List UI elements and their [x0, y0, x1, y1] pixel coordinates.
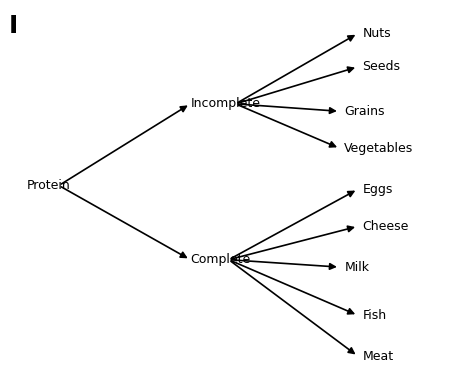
Text: Fish: Fish: [362, 309, 386, 322]
Text: Meat: Meat: [362, 349, 394, 363]
Text: Cheese: Cheese: [362, 220, 409, 233]
Text: Grains: Grains: [344, 105, 385, 118]
Text: Protein: Protein: [27, 179, 71, 192]
Text: Vegetables: Vegetables: [344, 142, 414, 155]
Text: I: I: [9, 14, 18, 38]
Text: Nuts: Nuts: [362, 27, 391, 40]
Text: Complete: Complete: [190, 253, 251, 266]
Text: Incomplete: Incomplete: [190, 97, 260, 111]
Text: Eggs: Eggs: [362, 183, 393, 196]
Text: Milk: Milk: [344, 260, 369, 274]
Text: Seeds: Seeds: [362, 60, 400, 73]
